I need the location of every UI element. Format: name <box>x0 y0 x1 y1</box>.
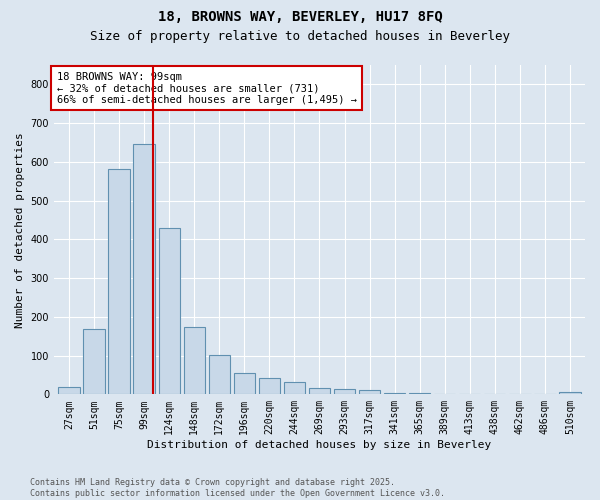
Text: Contains HM Land Registry data © Crown copyright and database right 2025.
Contai: Contains HM Land Registry data © Crown c… <box>30 478 445 498</box>
Text: 18, BROWNS WAY, BEVERLEY, HU17 8FQ: 18, BROWNS WAY, BEVERLEY, HU17 8FQ <box>158 10 442 24</box>
Bar <box>309 388 330 394</box>
Bar <box>409 393 430 394</box>
Text: 18 BROWNS WAY: 99sqm
← 32% of detached houses are smaller (731)
66% of semi-deta: 18 BROWNS WAY: 99sqm ← 32% of detached h… <box>56 72 356 105</box>
Bar <box>109 169 130 394</box>
Bar <box>158 228 180 394</box>
Bar <box>58 386 80 394</box>
Bar <box>334 389 355 394</box>
Bar <box>259 378 280 394</box>
Bar <box>559 392 581 394</box>
Text: Size of property relative to detached houses in Beverley: Size of property relative to detached ho… <box>90 30 510 43</box>
Bar <box>83 329 104 394</box>
Bar <box>209 355 230 395</box>
Y-axis label: Number of detached properties: Number of detached properties <box>15 132 25 328</box>
X-axis label: Distribution of detached houses by size in Beverley: Distribution of detached houses by size … <box>148 440 491 450</box>
Bar <box>184 326 205 394</box>
Bar <box>359 390 380 394</box>
Bar <box>384 393 405 394</box>
Bar <box>133 144 155 394</box>
Bar <box>233 374 255 394</box>
Bar <box>284 382 305 394</box>
